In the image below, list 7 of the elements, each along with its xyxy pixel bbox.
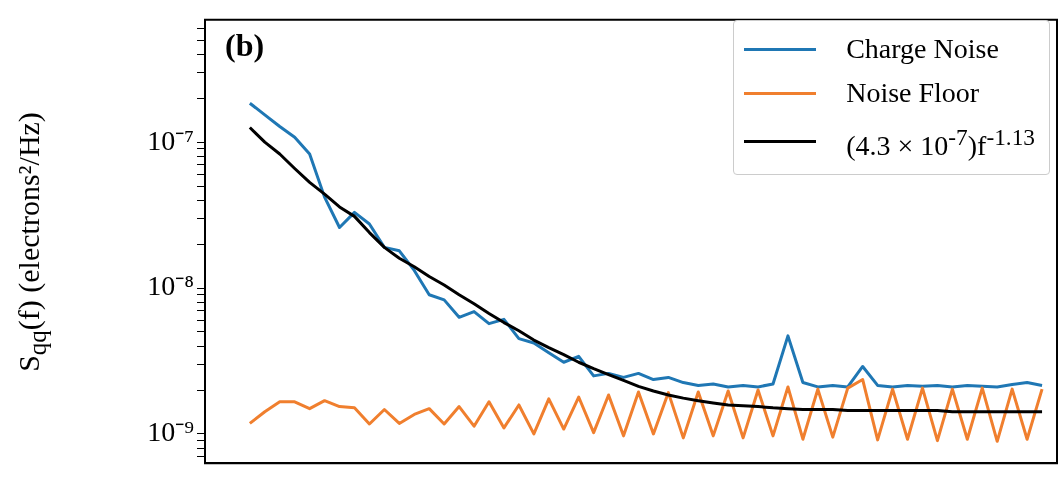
y-tick-label: 10⁻⁷ — [147, 124, 194, 156]
legend-label: (4.3 × 10$^{-7}$)f$^{-1.13}$ — [846, 123, 1035, 164]
y-tick-label: 10⁻⁸ — [147, 270, 194, 302]
legend-label: Noise Floor — [846, 76, 980, 110]
annotation: (b) — [225, 27, 265, 64]
legend-label: Charge Noise — [846, 32, 999, 66]
y-tick-label: 10⁻⁹ — [147, 416, 194, 448]
